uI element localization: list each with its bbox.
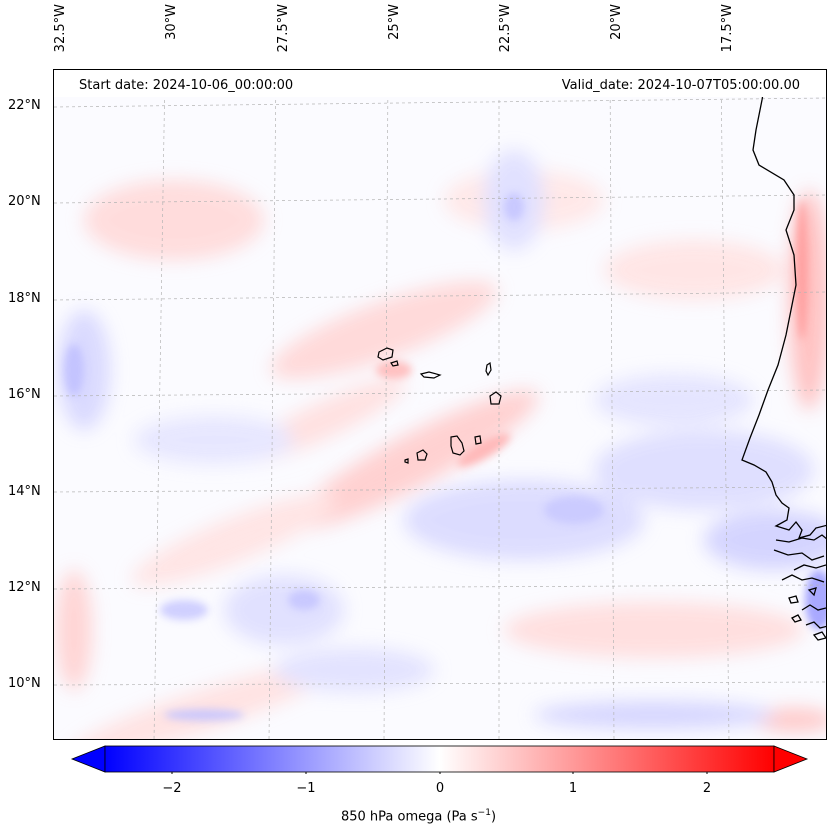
colorbar-extend-min	[70, 745, 106, 773]
island-sao-vicente	[390, 360, 399, 367]
island-brava	[404, 458, 409, 464]
lon-label-32-5w: 32.5°W	[53, 4, 68, 53]
island-fogo	[416, 449, 428, 461]
lon-label-20w: 20°W	[609, 4, 624, 40]
colorbar-tick-minus-1: −1	[296, 781, 316, 796]
island-sal	[485, 361, 492, 377]
island-boa-vista	[489, 391, 502, 405]
lon-label-30w: 30°W	[164, 4, 179, 40]
colorbar-extend-max	[773, 745, 809, 773]
valid-date-text: Valid_date: 2024-10-07T05:00:00.00	[561, 78, 800, 93]
lat-label-10n: 10°N	[8, 676, 41, 691]
lat-label-22n: 22°N	[8, 98, 41, 113]
start-date-text: Start date: 2024-10-06_00:00:00	[79, 78, 294, 93]
lon-label-25w: 25°W	[387, 4, 402, 40]
colorbar	[70, 745, 809, 774]
island-maio	[474, 435, 482, 445]
colorbar-label-close: )	[490, 809, 497, 825]
colorbar-body	[104, 745, 775, 773]
coastline-africa	[741, 70, 826, 539]
colorbar-tick-minus-2: −2	[162, 781, 182, 796]
lat-label-12n: 12°N	[8, 580, 41, 595]
island-sao-nicolau	[419, 371, 442, 379]
lon-label-17-5w: 17.5°W	[720, 4, 735, 53]
omega-field	[54, 70, 826, 739]
colorbar-label-exponent: −1	[477, 808, 491, 818]
lon-label-27-5w: 27.5°W	[276, 4, 291, 53]
lat-label-16n: 16°N	[8, 387, 41, 402]
island-santiago	[450, 435, 465, 456]
colorbar-label: 850 hPa omega (Pa s−1)	[0, 808, 837, 824]
island-santo-antao	[377, 347, 394, 361]
lat-label-20n: 20°N	[8, 194, 41, 209]
lat-label-14n: 14°N	[8, 484, 41, 499]
colorbar-tick-0: 0	[435, 781, 445, 796]
map-header-band: Start date: 2024-10-06_00:00:00 Valid_da…	[54, 70, 826, 97]
map-panel: Start date: 2024-10-06_00:00:00 Valid_da…	[53, 69, 827, 740]
colorbar-tick-2: 2	[702, 781, 712, 796]
colorbar-tick-1: 1	[568, 781, 578, 796]
lat-label-18n: 18°N	[8, 291, 41, 306]
colorbar-label-text: 850 hPa omega (Pa s	[340, 809, 478, 825]
lon-label-22-5w: 22.5°W	[498, 4, 513, 53]
